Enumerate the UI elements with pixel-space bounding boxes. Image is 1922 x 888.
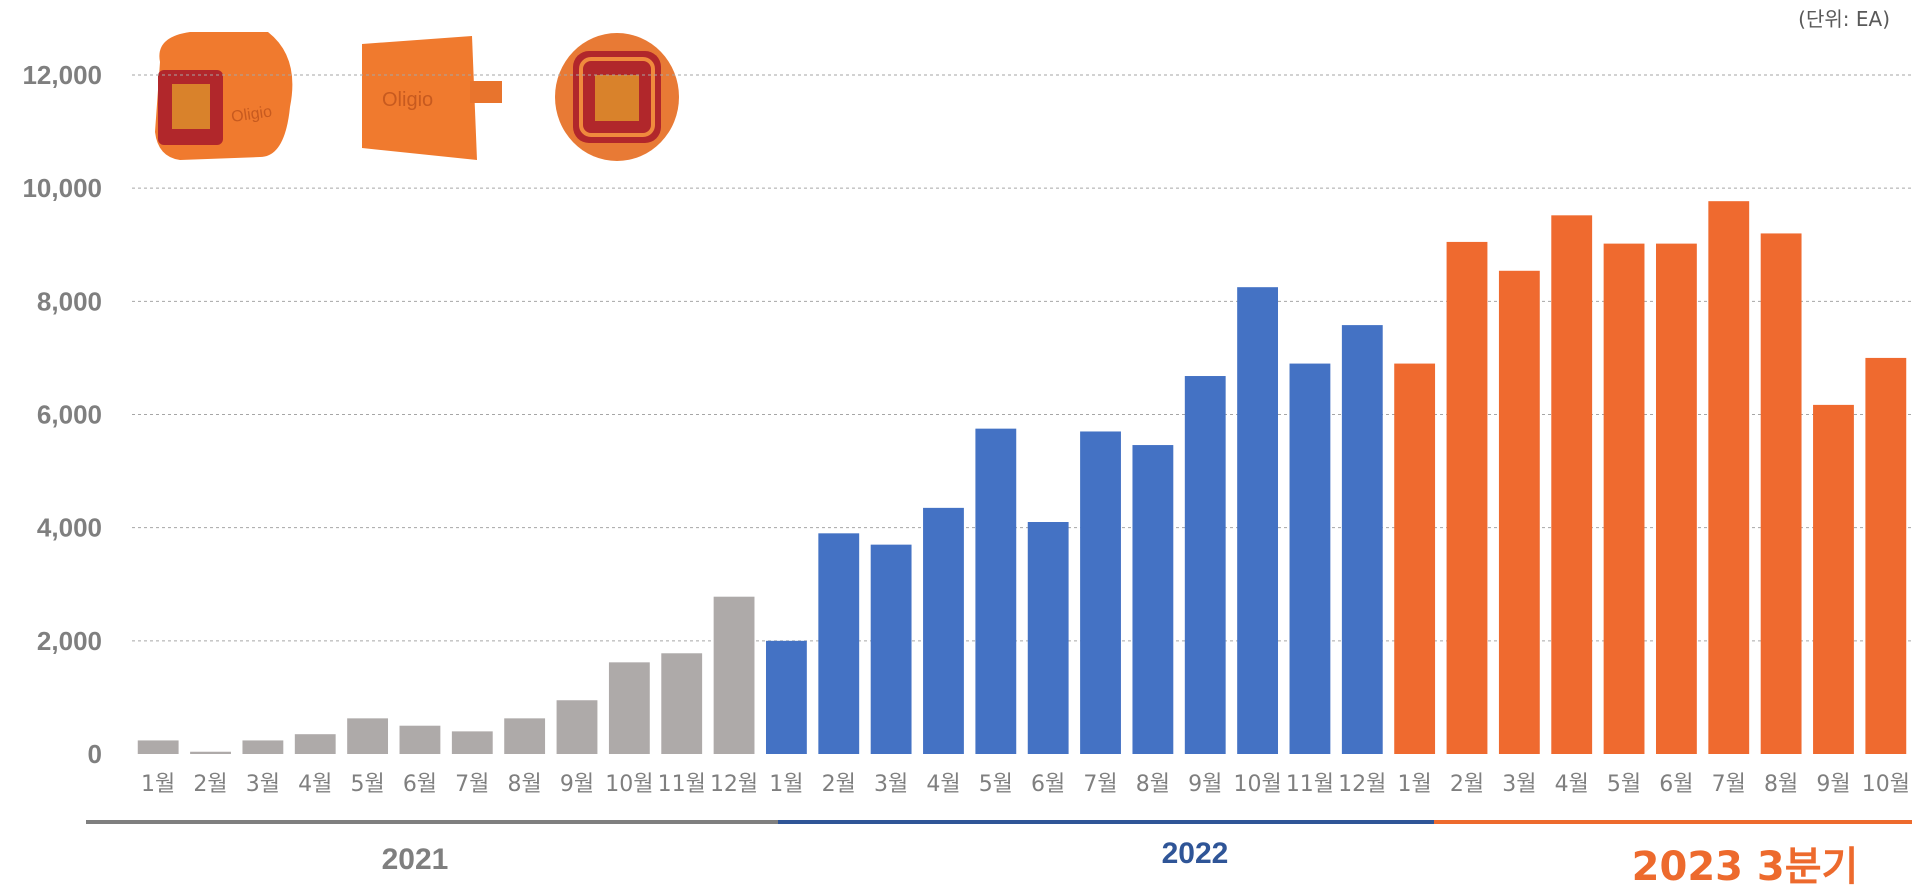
x-tick-label: 8월 [508, 772, 542, 797]
bar [818, 533, 860, 754]
x-tick-label: 1월 [769, 772, 803, 797]
x-tick-label: 6월 [1659, 772, 1693, 797]
bar [608, 662, 650, 754]
y-tick-label: 12,000 [22, 60, 102, 90]
year-group-label: 2021 [382, 843, 449, 876]
bar [137, 740, 179, 754]
year-group-label: 2023 3분기 [1632, 844, 1859, 888]
x-tick-label: 6월 [1031, 772, 1065, 797]
bar [975, 428, 1017, 754]
svg-text:Oligio: Oligio [230, 103, 273, 126]
bar [1027, 522, 1069, 754]
x-tick-label: 10월 [605, 772, 653, 797]
y-axis: 0 2,000 4,000 6,000 8,000 10,000 12,000 [22, 60, 102, 769]
x-tick-label: 7월 [1712, 772, 1746, 797]
bar [504, 718, 546, 754]
gridlines [132, 74, 1912, 642]
bar [1394, 363, 1436, 754]
y-tick-label: 6,000 [37, 400, 102, 430]
bar [1132, 445, 1174, 754]
bar [1080, 431, 1121, 754]
x-tick-label: 2월 [193, 772, 227, 797]
x-tick-label: 10월 [1862, 772, 1910, 797]
bar [1289, 363, 1331, 754]
y-tick-label: 4,000 [37, 513, 102, 543]
x-tick-label: 2월 [1450, 772, 1484, 797]
bar [713, 596, 755, 754]
bar [451, 731, 493, 754]
x-tick-label: 10월 [1233, 772, 1281, 797]
y-tick-label: 0 [88, 739, 102, 769]
y-tick-label: 8,000 [37, 286, 102, 316]
bar [661, 653, 703, 754]
x-tick-label: 5월 [350, 772, 384, 797]
product-image-front: Oligio [155, 32, 293, 160]
year-groups: 2021 2022 2023 3분기 [86, 820, 1912, 888]
bar [1655, 243, 1697, 754]
bar [1708, 201, 1750, 754]
x-tick-label: 5월 [1607, 772, 1641, 797]
bars [137, 201, 1907, 754]
x-tick-label: 4월 [926, 772, 960, 797]
bar [1865, 357, 1907, 754]
bar [1184, 376, 1226, 754]
x-tick-label: 1월 [1398, 772, 1432, 797]
bar [1603, 243, 1645, 754]
x-tick-label: 1월 [141, 772, 175, 797]
bar [765, 640, 807, 754]
y-tick-label: 2,000 [37, 626, 102, 656]
bar [1551, 215, 1593, 754]
bar [870, 544, 912, 754]
bar [923, 507, 964, 754]
x-axis: 1월 2월 3월 4월 5월 6월 7월 8월 9월 10월 11월 12월 1월 2월 3월 4월 5월 6월 7… [141, 772, 1910, 797]
x-tick-label: 5월 [979, 772, 1013, 797]
x-tick-label: 6월 [403, 772, 437, 797]
x-tick-label: 3월 [1502, 772, 1536, 797]
x-tick-label: 12월 [710, 772, 758, 797]
y-tick-label: 10,000 [22, 173, 102, 203]
bar [1498, 270, 1540, 754]
x-tick-label: 2월 [822, 772, 856, 797]
unit-label: (단위: EA) [1798, 7, 1890, 31]
x-tick-label: 8월 [1764, 772, 1798, 797]
x-tick-label: 7월 [455, 772, 489, 797]
x-tick-label: 3월 [874, 772, 908, 797]
x-tick-label: 9월 [1188, 772, 1222, 797]
bar [190, 751, 231, 754]
bar [1341, 325, 1383, 754]
svg-text:Oligio: Oligio [382, 89, 433, 111]
bar [242, 740, 284, 754]
product-image-top [555, 33, 679, 161]
bar [1760, 233, 1802, 754]
x-tick-label: 12월 [1338, 772, 1386, 797]
bar [1446, 241, 1488, 754]
product-image-side: Oligio [362, 36, 502, 160]
bar [1813, 404, 1854, 754]
x-tick-label: 11월 [658, 772, 706, 797]
x-tick-label: 11월 [1286, 772, 1334, 797]
bar [556, 700, 598, 754]
x-tick-label: 4월 [1555, 772, 1589, 797]
x-tick-label: 8월 [1136, 772, 1170, 797]
x-tick-label: 7월 [1083, 772, 1117, 797]
x-tick-label: 9월 [1816, 772, 1850, 797]
bar [294, 734, 336, 754]
x-tick-label: 4월 [298, 772, 332, 797]
bar [399, 725, 441, 754]
bar [1237, 287, 1279, 754]
year-group-label: 2022 [1162, 837, 1229, 870]
x-tick-label: 3월 [246, 772, 280, 797]
bar [347, 718, 389, 754]
x-tick-label: 9월 [560, 772, 594, 797]
